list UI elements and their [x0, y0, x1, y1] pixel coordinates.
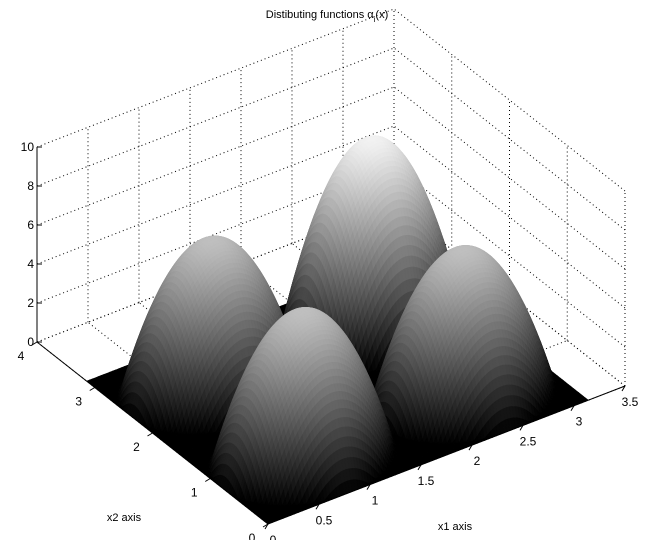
surface-mesh	[86, 135, 589, 525]
back-wall-grid-line	[36, 8, 395, 148]
